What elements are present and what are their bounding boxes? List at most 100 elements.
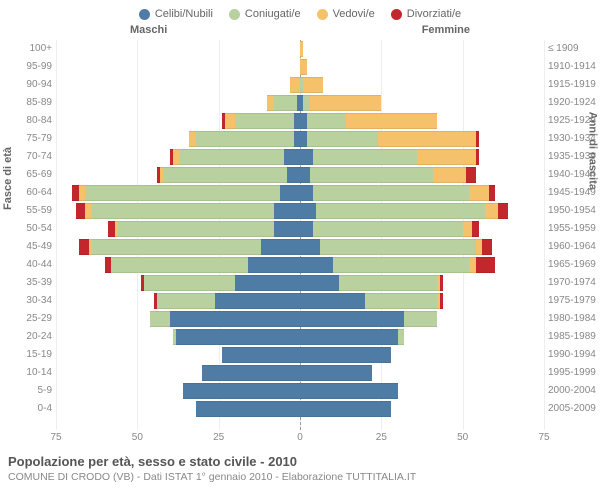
age-row: 85-891920-1924 <box>56 94 544 112</box>
bar-segment-married <box>157 293 216 309</box>
male-bar <box>56 401 300 417</box>
age-label: 40-44 <box>14 259 52 270</box>
legend-swatch <box>391 9 402 20</box>
bar-segment-widowed <box>433 167 466 183</box>
bar-segment-married <box>163 167 287 183</box>
x-tick: 25 <box>376 432 387 443</box>
x-tick: 50 <box>132 432 143 443</box>
male-bar <box>56 239 300 255</box>
bar-segment-single <box>274 221 300 237</box>
legend-label: Celibi/Nubili <box>155 8 213 20</box>
x-tick: 50 <box>457 432 468 443</box>
female-bar <box>300 149 544 165</box>
bar-segment-married <box>196 131 294 147</box>
birth-year-label: 1920-1924 <box>548 97 600 108</box>
age-label: 50-54 <box>14 223 52 234</box>
age-row: 60-641945-1949 <box>56 184 544 202</box>
bar-segment-single <box>222 347 300 363</box>
bar-segment-single <box>300 221 313 237</box>
legend-item: Celibi/Nubili <box>139 8 213 20</box>
bar-segment-single <box>274 203 300 219</box>
age-label: 90-94 <box>14 79 52 90</box>
bar-segment-single <box>300 257 333 273</box>
birth-year-label: 1950-1954 <box>548 205 600 216</box>
bar-segment-married <box>274 95 297 111</box>
birth-year-label: 1945-1949 <box>548 187 600 198</box>
age-row: 70-741935-1939 <box>56 148 544 166</box>
legend-item: Vedovi/e <box>317 8 375 20</box>
age-label: 80-84 <box>14 115 52 126</box>
bar-segment-divorced <box>472 221 479 237</box>
age-row: 15-191990-1994 <box>56 346 544 364</box>
birth-year-label: ≤ 1909 <box>548 43 600 54</box>
bar-segment-single <box>300 311 404 327</box>
y-axis-label-left: Fasce di età <box>2 147 14 210</box>
age-label: 70-74 <box>14 151 52 162</box>
birth-year-label: 1935-1939 <box>548 151 600 162</box>
chart-subtitle: COMUNE DI CRODO (VB) - Dati ISTAT 1° gen… <box>8 471 592 483</box>
female-bar <box>300 329 544 345</box>
bar-segment-married <box>92 239 261 255</box>
age-label: 65-69 <box>14 169 52 180</box>
age-row: 80-841925-1929 <box>56 112 544 130</box>
bar-segment-single <box>300 401 391 417</box>
female-bar <box>300 221 544 237</box>
legend-label: Divorziati/e <box>407 8 461 20</box>
bar-segment-single <box>300 167 310 183</box>
bar-segment-single <box>248 257 300 273</box>
male-bar <box>56 149 300 165</box>
bar-segment-divorced <box>476 257 496 273</box>
birth-year-label: 1915-1919 <box>548 79 600 90</box>
female-bar <box>300 275 544 291</box>
chart-rows: 100+≤ 190995-991910-191490-941915-191985… <box>56 40 544 418</box>
female-bar <box>300 77 544 93</box>
bar-segment-widowed <box>346 113 437 129</box>
female-bar <box>300 185 544 201</box>
age-label: 30-34 <box>14 295 52 306</box>
pyramid-chart: 100+≤ 190995-991910-191490-941915-191985… <box>56 40 544 430</box>
bar-segment-widowed <box>300 41 303 57</box>
male-bar <box>56 95 300 111</box>
x-tick: 25 <box>213 432 224 443</box>
legend-label: Coniugati/e <box>245 8 301 20</box>
bar-segment-married <box>365 293 437 309</box>
female-bar <box>300 365 544 381</box>
bar-segment-married <box>333 257 470 273</box>
male-bar <box>56 365 300 381</box>
legend-item: Divorziati/e <box>391 8 461 20</box>
female-bar <box>300 239 544 255</box>
male-bar <box>56 167 300 183</box>
bar-segment-married <box>313 149 417 165</box>
male-bar <box>56 293 300 309</box>
bar-segment-single <box>280 185 300 201</box>
bar-segment-widowed <box>310 95 382 111</box>
birth-year-label: 1980-1984 <box>548 313 600 324</box>
male-bar <box>56 131 300 147</box>
male-bar <box>56 329 300 345</box>
header-female: Femmine <box>422 24 470 36</box>
age-row: 90-941915-1919 <box>56 76 544 94</box>
birth-year-label: 1960-1964 <box>548 241 600 252</box>
bar-segment-married <box>313 185 469 201</box>
bar-segment-married <box>235 113 294 129</box>
female-bar <box>300 257 544 273</box>
bar-segment-single <box>300 293 365 309</box>
age-row: 65-691940-1944 <box>56 166 544 184</box>
female-bar <box>300 95 544 111</box>
male-bar <box>56 203 300 219</box>
age-row: 55-591950-1954 <box>56 202 544 220</box>
grid-line <box>544 40 545 430</box>
age-label: 5-9 <box>14 385 52 396</box>
age-row: 45-491960-1964 <box>56 238 544 256</box>
age-row: 5-92000-2004 <box>56 382 544 400</box>
female-bar <box>300 293 544 309</box>
bar-segment-married <box>310 167 434 183</box>
age-label: 55-59 <box>14 205 52 216</box>
chart-title: Popolazione per età, sesso e stato civil… <box>8 454 592 469</box>
bar-segment-single <box>300 383 398 399</box>
bar-segment-widowed <box>417 149 476 165</box>
gender-headers: Maschi Femmine <box>0 24 600 40</box>
bar-segment-widowed <box>485 203 498 219</box>
legend-swatch <box>229 9 240 20</box>
age-row: 10-141995-1999 <box>56 364 544 382</box>
